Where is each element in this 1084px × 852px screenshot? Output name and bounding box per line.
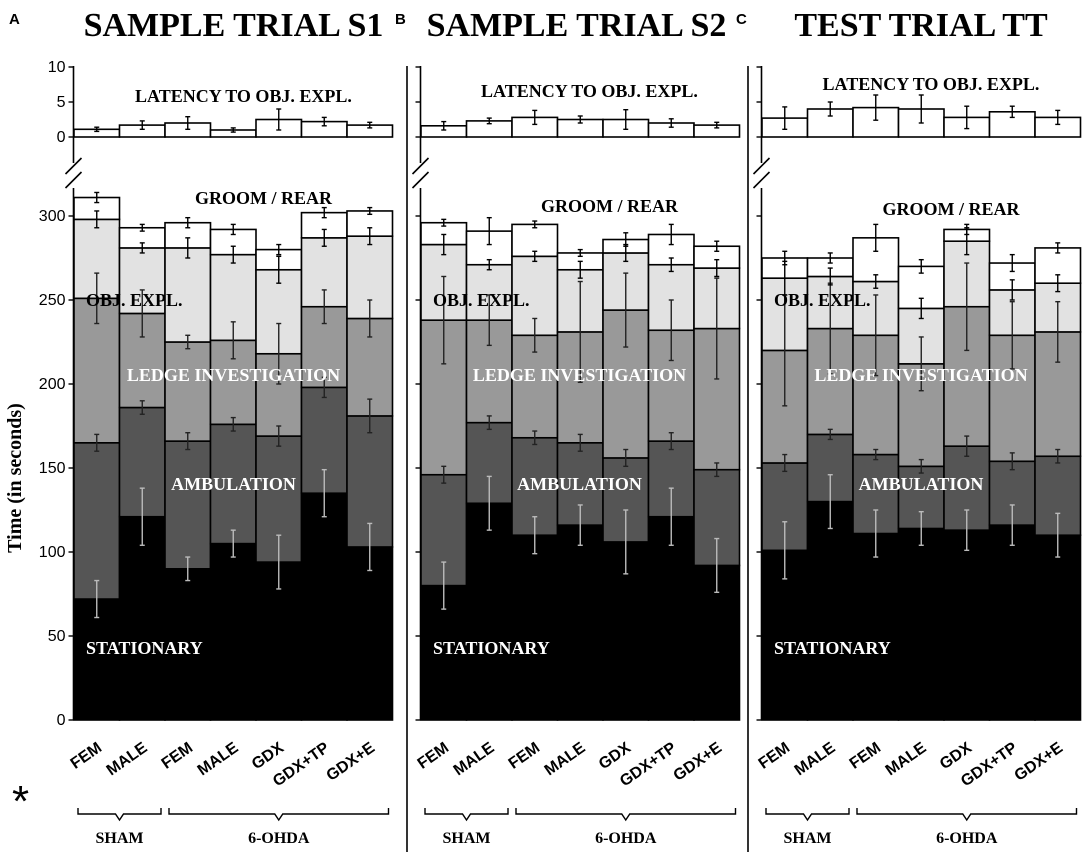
panel-letter: B bbox=[395, 11, 406, 28]
category-label: MALE bbox=[451, 739, 498, 779]
bar-segment-stationary bbox=[1034, 534, 1082, 721]
bar-segment-ledge bbox=[164, 341, 212, 442]
category-label: FEM bbox=[756, 739, 793, 772]
category-label: GDX+E bbox=[323, 739, 378, 784]
bar-segment-stationary bbox=[511, 534, 559, 721]
group-label: SHAM bbox=[96, 830, 144, 847]
bar-segment-stationary bbox=[897, 527, 945, 721]
segment-label-latency: LATENCY TO OBJ. EXPL. bbox=[481, 81, 698, 101]
segment-label-ledge: LEDGE INVESTIGATION bbox=[814, 365, 1027, 385]
axis-break-mark bbox=[752, 171, 771, 189]
group-bracket bbox=[168, 808, 390, 822]
group-bracket bbox=[856, 808, 1078, 822]
segment-label-obj: OBJ. EXPL. bbox=[433, 290, 530, 310]
axis-break-mark bbox=[411, 171, 430, 189]
segment-label-ledge: LEDGE INVESTIGATION bbox=[127, 365, 340, 385]
bar-segment-stationary bbox=[943, 529, 991, 721]
axis-break-mark bbox=[64, 157, 83, 175]
group-label: 6-OHDA bbox=[595, 830, 657, 847]
category-label: FEM bbox=[415, 739, 452, 772]
segment-label-obj: OBJ. EXPL. bbox=[86, 290, 183, 310]
y-tick-label: 10 bbox=[48, 59, 66, 76]
segment-label-ambulation: AMBULATION bbox=[517, 474, 642, 494]
bar-segment-stationary bbox=[647, 515, 695, 721]
segment-label-latency: LATENCY TO OBJ. EXPL. bbox=[135, 86, 352, 106]
group-label: 6-OHDA bbox=[936, 830, 998, 847]
bar-segment-stationary bbox=[209, 542, 257, 721]
panel-title: SAMPLE TRIAL S1 bbox=[84, 7, 384, 44]
group-label: SHAM bbox=[784, 830, 832, 847]
category-label: FEM bbox=[506, 739, 543, 772]
axis-break-mark bbox=[64, 171, 83, 189]
category-label: FEM bbox=[159, 739, 196, 772]
bar-segment-obj bbox=[118, 247, 166, 315]
segment-label-obj: OBJ. EXPL. bbox=[774, 290, 871, 310]
segment-label-groom: GROOM / REAR bbox=[195, 188, 333, 208]
bar-segment-stationary bbox=[852, 532, 900, 721]
category-label: FEM bbox=[847, 739, 884, 772]
panel-letter: A bbox=[9, 11, 20, 28]
y-tick-label: 0 bbox=[57, 129, 66, 146]
segment-label-stationary: STATIONARY bbox=[774, 638, 891, 658]
group-label: SHAM bbox=[443, 830, 491, 847]
category-label: MALE bbox=[883, 739, 930, 779]
segment-label-latency: LATENCY TO OBJ. EXPL. bbox=[823, 74, 1040, 94]
segment-label-ambulation: AMBULATION bbox=[171, 474, 296, 494]
panel-c: C TEST TRIAL TT STATIONARY AMBULATION LEDGE … bbox=[736, 7, 1082, 852]
y-tick-label: 100 bbox=[39, 544, 66, 561]
category-label: GDX+E bbox=[1011, 739, 1066, 784]
category-label: MALE bbox=[195, 739, 242, 779]
segment-label-ambulation: AMBULATION bbox=[859, 474, 984, 494]
bar-segment-stationary bbox=[300, 492, 348, 721]
segment-label-stationary: STATIONARY bbox=[86, 638, 203, 658]
category-label: MALE bbox=[792, 739, 839, 779]
group-bracket bbox=[765, 808, 850, 822]
y-tick-label: 5 bbox=[57, 94, 66, 111]
category-label: GDX+E bbox=[670, 739, 725, 784]
bar-segment-stationary bbox=[164, 567, 212, 721]
y-tick-label: 250 bbox=[39, 292, 66, 309]
panel-letter: C bbox=[736, 11, 747, 28]
bar-segment-stationary bbox=[556, 524, 604, 721]
y-tick-label: 200 bbox=[39, 376, 66, 393]
group-label: 6-OHDA bbox=[248, 830, 310, 847]
y-axis-label: Time (in seconds) bbox=[4, 403, 26, 553]
axis-break-mark bbox=[752, 157, 771, 175]
y-tick-label: 50 bbox=[48, 628, 66, 645]
category-label: MALE bbox=[542, 739, 589, 779]
bar-segment-ambulation bbox=[73, 441, 121, 600]
bar-segment-stationary bbox=[465, 502, 513, 721]
bar-segment-stationary bbox=[988, 524, 1036, 721]
category-label: MALE bbox=[104, 739, 151, 779]
group-bracket bbox=[424, 808, 509, 822]
panel-title: TEST TRIAL TT bbox=[794, 7, 1048, 44]
panel-title: SAMPLE TRIAL S2 bbox=[427, 7, 727, 44]
bar-segment-stationary bbox=[346, 546, 394, 721]
category-label: FEM bbox=[68, 739, 105, 772]
segment-label-groom: GROOM / REAR bbox=[883, 199, 1021, 219]
segment-label-ledge: LEDGE INVESTIGATION bbox=[473, 365, 686, 385]
asterisk-marker: * bbox=[12, 777, 29, 826]
y-tick-label: 0 bbox=[57, 712, 66, 729]
y-tick-label: 300 bbox=[39, 208, 66, 225]
axis-break-mark bbox=[411, 157, 430, 175]
segment-label-groom: GROOM / REAR bbox=[541, 196, 679, 216]
bar-segment-ambulation bbox=[164, 440, 212, 570]
segment-label-stationary: STATIONARY bbox=[433, 638, 550, 658]
group-bracket bbox=[515, 808, 737, 822]
bar-segment-stationary bbox=[806, 500, 854, 721]
panel-a: A SAMPLE TRIAL S1 0 50 100 150 200 250 300 0 5 10 ST… bbox=[9, 7, 394, 847]
bar-segment-stationary bbox=[118, 515, 166, 721]
y-tick-label: 150 bbox=[39, 460, 66, 477]
group-bracket bbox=[77, 808, 162, 822]
panel-b: B SAMPLE TRIAL S2 STATIONARY AMBULATION LEDG… bbox=[395, 7, 741, 852]
